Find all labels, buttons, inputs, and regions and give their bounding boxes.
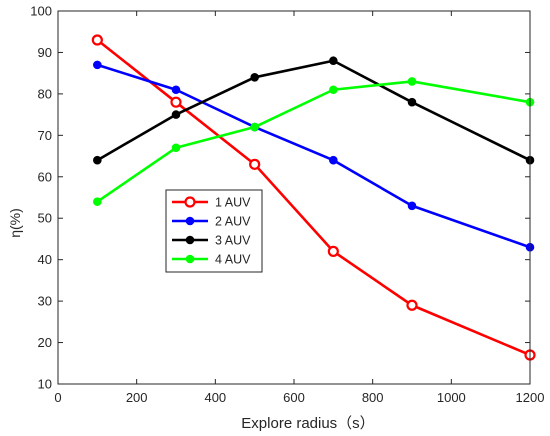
x-tick-label: 0 — [54, 390, 61, 405]
legend-swatch-marker — [184, 196, 196, 208]
legend-label: 1 AUV — [215, 196, 251, 210]
y-tick-label: 30 — [38, 294, 52, 309]
data-point — [171, 85, 181, 95]
legend-item: 4 AUV — [172, 253, 251, 267]
y-tick-label: 50 — [38, 211, 52, 226]
x-tick-label: 400 — [204, 390, 226, 405]
data-point — [170, 96, 182, 108]
series-line-4-auv — [96, 80, 531, 203]
data-point — [407, 77, 417, 86]
data-point — [91, 34, 103, 46]
legend-swatch-marker — [185, 216, 195, 226]
series-line-3-auv — [96, 59, 531, 162]
data-point — [171, 110, 181, 119]
x-tick-label: 200 — [126, 390, 148, 405]
series-line-1-auv — [96, 38, 531, 357]
y-tick-label: 100 — [30, 4, 52, 19]
legend-item: 1 AUV — [172, 196, 251, 210]
data-point — [329, 85, 338, 95]
legend-item: 3 AUV — [172, 234, 251, 248]
x-tick-label: 600 — [283, 390, 305, 405]
data-point — [171, 143, 181, 153]
legend-swatch-marker — [185, 254, 195, 264]
data-point — [93, 155, 102, 165]
y-tick-label: 10 — [38, 377, 52, 392]
y-tick-label: 90 — [38, 45, 52, 60]
y-tick-label: 40 — [38, 252, 52, 267]
data-point — [406, 299, 418, 311]
legend: 1 AUV 2 AUV 3 AUV 4 AUV — [165, 189, 263, 273]
data-point — [249, 158, 261, 170]
data-point — [329, 56, 338, 66]
series-1-auv — [91, 34, 536, 361]
data-point — [407, 201, 417, 211]
y-tick-label: 20 — [38, 335, 52, 350]
series-line-2-auv — [96, 63, 531, 249]
plot-frame — [57, 10, 531, 385]
y-tick-label: 60 — [38, 169, 52, 184]
data-point — [407, 97, 417, 107]
series-4-auv — [93, 77, 535, 206]
x-tick-label: 800 — [362, 390, 384, 405]
legend-swatch-marker — [185, 235, 195, 245]
data-point — [93, 60, 102, 70]
legend-label: 4 AUV — [215, 253, 251, 267]
data-point — [250, 73, 259, 82]
axis-ticks: 0 200 400 600 800 1000 1200 10 20 30 40 50 60 70 80 90 1… — [30, 4, 544, 406]
series-group — [91, 34, 536, 361]
x-axis-label: Explore radius（s） — [241, 415, 374, 432]
legend-item: 2 AUV — [172, 215, 251, 229]
legend-label: 2 AUV — [215, 215, 251, 229]
y-tick-label: 80 — [38, 86, 52, 101]
data-point — [250, 122, 259, 132]
y-axis-label: η(%) — [7, 208, 23, 238]
data-point — [327, 245, 339, 257]
x-tick-label: 1200 — [516, 390, 545, 405]
x-tick-label: 1000 — [437, 390, 466, 405]
legend-label: 3 AUV — [215, 234, 251, 248]
series-3-auv — [93, 56, 535, 165]
y-tick-label: 70 — [38, 128, 52, 143]
data-point — [329, 155, 338, 165]
data-point — [93, 197, 102, 206]
